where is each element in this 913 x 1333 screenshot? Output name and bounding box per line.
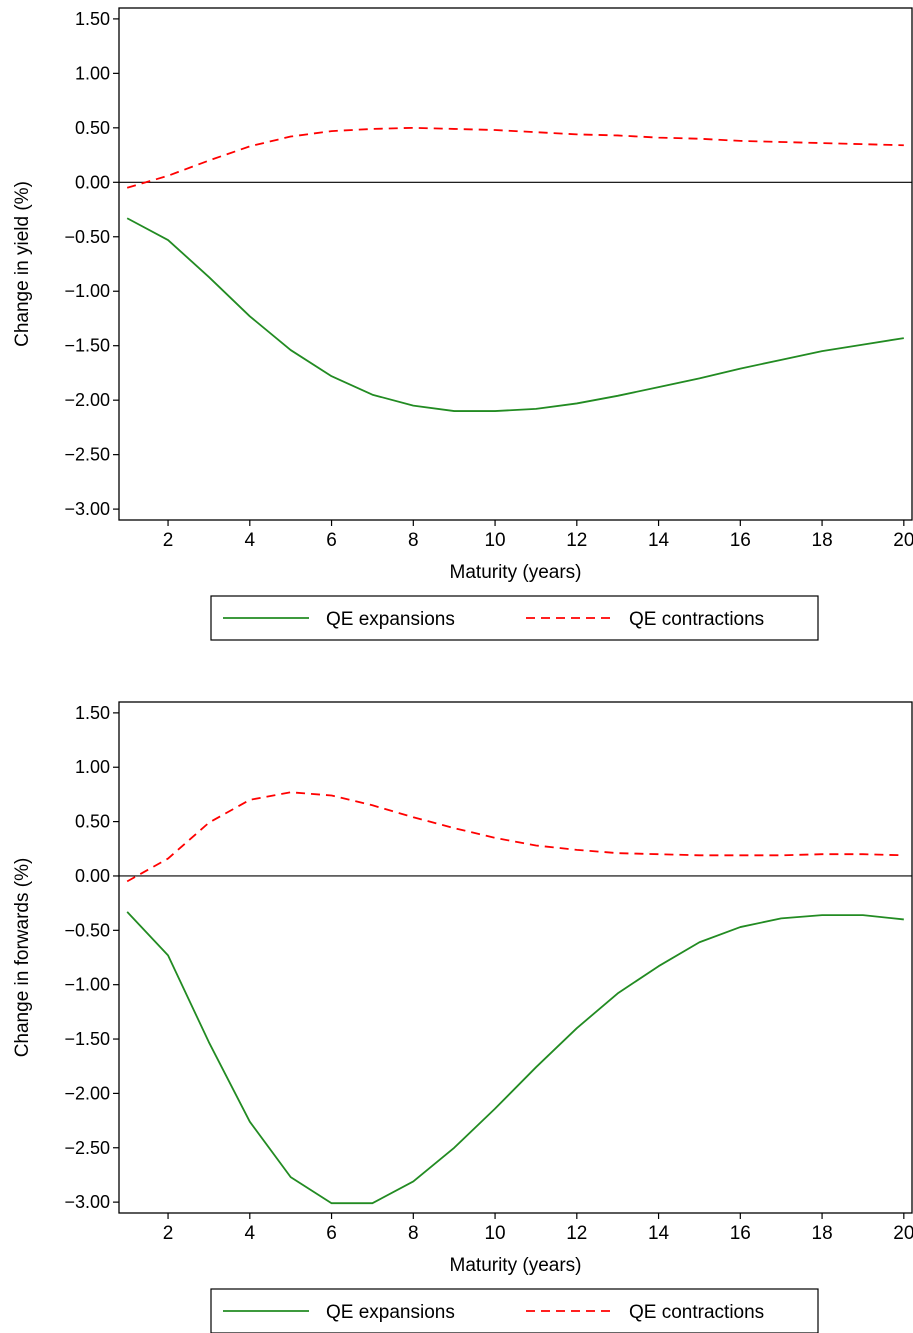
y-tick-label: −3.00 bbox=[64, 1192, 110, 1212]
series-line-qe-expansions bbox=[126, 217, 904, 412]
legend-box bbox=[210, 1288, 819, 1333]
x-tick-label: 18 bbox=[812, 530, 833, 551]
x-tick-label: 20 bbox=[893, 1223, 913, 1244]
legend-box bbox=[210, 595, 819, 641]
plot-frame bbox=[118, 7, 913, 521]
y-tick-label: 1.00 bbox=[75, 757, 110, 777]
x-tick-label: 6 bbox=[326, 1223, 337, 1244]
series-line-qe-contractions bbox=[126, 791, 904, 883]
x-tick-label: 8 bbox=[408, 530, 419, 551]
y-tick-label: −2.50 bbox=[64, 1138, 110, 1158]
x-tick-label: 16 bbox=[730, 530, 751, 551]
legend-label: QE contractions bbox=[629, 1302, 764, 1323]
y-tick-label: 1.50 bbox=[75, 9, 110, 29]
x-tick-label: 14 bbox=[648, 530, 670, 551]
y-tick-label: 0.50 bbox=[75, 812, 110, 832]
y-tick-label: −2.00 bbox=[64, 1083, 110, 1103]
y-tick-label: −1.50 bbox=[64, 336, 110, 356]
y-tick-label: −0.50 bbox=[64, 920, 110, 940]
series-line-qe-expansions bbox=[126, 911, 904, 1205]
legend-label: QE expansions bbox=[326, 1302, 455, 1323]
x-tick-label: 2 bbox=[163, 1223, 174, 1244]
y-tick-label: 0.00 bbox=[75, 172, 110, 192]
y-tick-label: 1.00 bbox=[75, 63, 110, 83]
legend: QE expansions QE contractions bbox=[210, 1288, 819, 1333]
legend-label: QE contractions bbox=[629, 609, 764, 630]
y-tick-label: −1.00 bbox=[64, 281, 110, 301]
y-axis-title: Change in forwards (%) bbox=[12, 858, 33, 1058]
x-tick-label: 2 bbox=[163, 530, 174, 551]
x-tick-label: 6 bbox=[326, 530, 337, 551]
x-tick-label: 16 bbox=[730, 1223, 751, 1244]
chart-panel-1: −3.00 −2.50 −2.00 −1.50 −1.00 −0.50 0.00 0.50 1.… bbox=[12, 7, 913, 641]
x-tick-label: 18 bbox=[812, 1223, 833, 1244]
x-tick-label: 10 bbox=[484, 1223, 505, 1244]
x-axis-title: Maturity (years) bbox=[450, 1255, 582, 1276]
y-tick-label: −2.00 bbox=[64, 390, 110, 410]
x-tick-label: 12 bbox=[566, 1223, 587, 1244]
legend-label: QE expansions bbox=[326, 609, 455, 630]
y-axis-title: Change in yield (%) bbox=[12, 181, 33, 347]
x-tick-label: 10 bbox=[484, 530, 505, 551]
y-tick-label: −0.50 bbox=[64, 227, 110, 247]
x-axis-title: Maturity (years) bbox=[450, 562, 582, 583]
y-tick-label: 0.50 bbox=[75, 118, 110, 138]
plot-frame bbox=[118, 701, 913, 1214]
y-tick-label: −2.50 bbox=[64, 445, 110, 465]
y-tick-label: −1.50 bbox=[64, 1029, 110, 1049]
y-tick-label: −1.00 bbox=[64, 975, 110, 995]
y-tick-label: 0.00 bbox=[75, 866, 110, 886]
chart-panel-2: −3.00 −2.50 −2.00 −1.50 −1.00 −0.50 0.00 0.50 1.… bbox=[12, 701, 913, 1333]
x-tick-label: 4 bbox=[245, 530, 256, 551]
x-tick-label: 12 bbox=[566, 530, 587, 551]
series-line-qe-contractions bbox=[126, 126, 904, 189]
y-tick-label: −3.00 bbox=[64, 499, 110, 519]
x-tick-label: 20 bbox=[893, 530, 913, 551]
x-tick-label: 8 bbox=[408, 1223, 419, 1244]
x-tick-label: 14 bbox=[648, 1223, 670, 1244]
x-tick-label: 4 bbox=[245, 1223, 256, 1244]
y-tick-label: 1.50 bbox=[75, 703, 110, 723]
legend: QE expansions QE contractions bbox=[210, 595, 819, 641]
